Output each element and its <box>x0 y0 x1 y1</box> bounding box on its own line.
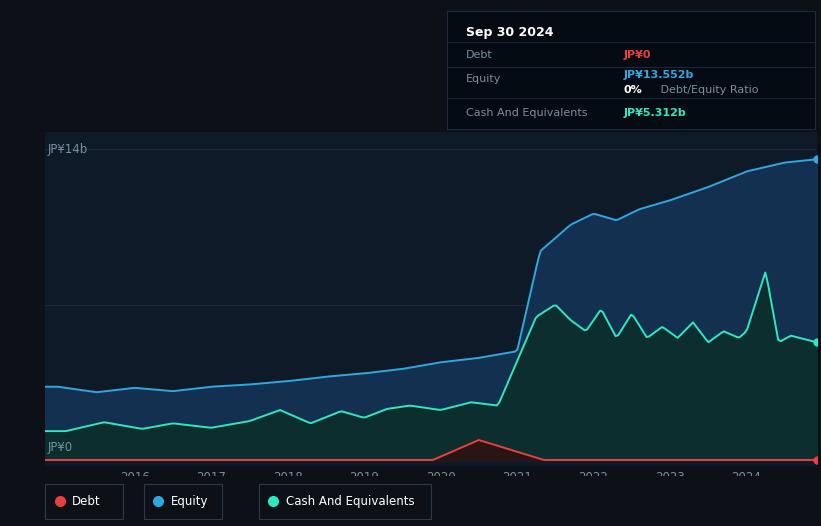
Text: Debt/Equity Ratio: Debt/Equity Ratio <box>657 85 759 95</box>
Text: Cash And Equivalents: Cash And Equivalents <box>466 108 587 118</box>
Text: Sep 30 2024: Sep 30 2024 <box>466 26 553 39</box>
Text: Debt: Debt <box>72 494 101 508</box>
Text: 0%: 0% <box>624 85 643 95</box>
Text: Debt: Debt <box>466 50 493 60</box>
Text: Equity: Equity <box>171 494 209 508</box>
Text: JP¥14b: JP¥14b <box>48 143 88 156</box>
Text: JP¥13.552b: JP¥13.552b <box>624 70 695 80</box>
Text: Cash And Equivalents: Cash And Equivalents <box>286 494 415 508</box>
Text: Equity: Equity <box>466 74 501 84</box>
Text: JP¥0: JP¥0 <box>624 50 652 60</box>
Text: JP¥0: JP¥0 <box>48 441 72 454</box>
Text: JP¥5.312b: JP¥5.312b <box>624 108 686 118</box>
